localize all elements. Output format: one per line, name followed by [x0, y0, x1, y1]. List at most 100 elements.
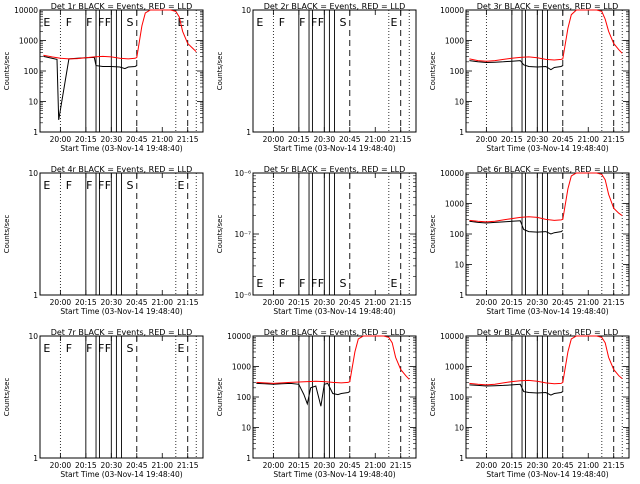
event-marker-e: E — [43, 16, 50, 29]
x-tick-label: 20:00 — [263, 298, 285, 307]
x-tick-label: 20:15 — [288, 298, 310, 307]
y-tick-label: 1 — [33, 454, 38, 463]
y-tick-label: 10 — [28, 169, 38, 178]
y-axis-label: Counts/sec — [216, 378, 224, 417]
x-tick-label: 21:00 — [364, 461, 386, 470]
plot-title: Det 4r BLACK = Events, RED = LLD — [51, 165, 193, 174]
x-tick-label: 20:30 — [314, 461, 336, 470]
event-marker-e: E — [256, 16, 263, 29]
events-series-line — [43, 55, 138, 120]
x-tick-label: 20:15 — [501, 135, 523, 144]
event-marker-e: E — [43, 342, 50, 355]
y-tick-label: 100 — [450, 67, 465, 76]
y-tick-label: 100 — [24, 67, 39, 76]
x-tick-label: 20:00 — [263, 461, 285, 470]
x-tick-label: 20:30 — [527, 135, 549, 144]
x-tick-label: 20:45 — [339, 461, 361, 470]
x-tick-label: 20:00 — [50, 135, 72, 144]
lld-series-line — [256, 335, 410, 384]
y-axis-label: Counts/sec — [216, 215, 224, 254]
x-tick-label: 20:45 — [552, 135, 574, 144]
event-marker-f: F — [105, 179, 111, 192]
detector-plot-6: Det 6r BLACK = Events, RED = LLD 1 10 100 10… — [429, 165, 630, 316]
detector-plot-8: Det 8r BLACK = Events, RED = LLD 1 10 100 10… — [216, 328, 417, 479]
event-marker-e: E — [177, 179, 184, 192]
plot-title: Det 7r BLACK = Events, RED = LLD — [51, 328, 193, 337]
x-tick-label: 21:00 — [577, 298, 599, 307]
event-marker-e: E — [390, 277, 397, 290]
x-axis-label: Start Time (03-Nov-14 19:48:40) — [486, 307, 608, 316]
x-axis-label: Start Time (03-Nov-14 19:48:40) — [273, 144, 395, 153]
y-axis-label: Counts/sec — [429, 52, 437, 91]
events-series-line — [256, 382, 351, 407]
lld-series-line — [469, 172, 623, 223]
x-tick-label: 21:15 — [603, 135, 625, 144]
y-tick-label: 1 — [459, 291, 464, 300]
y-tick-label: 1000 — [232, 363, 251, 372]
lld-series-line — [469, 335, 623, 386]
y-axis-label: Counts/sec — [3, 52, 11, 91]
event-marker-f: F — [98, 179, 104, 192]
detector-plot-2: Det 2r BLACK = Events, RED = LLD 1 10 Count… — [216, 2, 417, 153]
y-tick-label: 10000 — [227, 332, 251, 341]
x-tick-label: 20:15 — [288, 461, 310, 470]
x-tick-label: 20:00 — [50, 298, 72, 307]
x-tick-label: 20:45 — [339, 298, 361, 307]
y-tick-label: 10⁻⁷ — [234, 230, 251, 239]
x-tick-label: 20:00 — [263, 135, 285, 144]
event-marker-s: S — [126, 342, 133, 355]
y-tick-label: 100 — [450, 393, 465, 402]
detector-plot-4: Det 4r BLACK = Events, RED = LLD 1 10 Count… — [3, 165, 204, 316]
y-tick-label: 10 — [28, 98, 38, 107]
plot-title: Det 9r BLACK = Events, RED = LLD — [477, 328, 619, 337]
y-tick-label: 10 — [454, 261, 464, 270]
event-marker-f: F — [299, 16, 305, 29]
y-tick-label: 100 — [450, 230, 465, 239]
x-tick-label: 20:30 — [101, 461, 123, 470]
x-tick-label: 20:15 — [75, 135, 97, 144]
detector-plot-7: Det 7r BLACK = Events, RED = LLD 1 10 Count… — [3, 328, 204, 479]
event-marker-f: F — [86, 16, 92, 29]
y-tick-label: 1 — [246, 454, 251, 463]
detector-plot-3: Det 3r BLACK = Events, RED = LLD 1 10 100 10… — [429, 2, 630, 153]
y-tick-label: 10 — [454, 424, 464, 433]
event-marker-f: F — [279, 277, 285, 290]
x-tick-label: 20:45 — [339, 135, 361, 144]
event-marker-f: F — [311, 277, 317, 290]
event-marker-f: F — [105, 16, 111, 29]
x-tick-label: 20:45 — [552, 461, 574, 470]
x-tick-label: 20:15 — [501, 298, 523, 307]
event-marker-f: F — [66, 342, 72, 355]
y-tick-label: 10 — [454, 98, 464, 107]
event-marker-e: E — [43, 179, 50, 192]
plot-title: Det 6r BLACK = Events, RED = LLD — [477, 165, 619, 174]
y-tick-label: 1 — [33, 128, 38, 137]
y-tick-label: 1000 — [445, 200, 464, 209]
detector-plot-9: Det 9r BLACK = Events, RED = LLD 1 10 100 10… — [429, 328, 630, 479]
x-tick-label: 21:15 — [177, 135, 199, 144]
event-marker-f: F — [299, 277, 305, 290]
event-marker-s: S — [126, 16, 133, 29]
event-marker-f: F — [318, 16, 324, 29]
x-tick-label: 20:30 — [527, 298, 549, 307]
event-marker-f: F — [311, 16, 317, 29]
detector-plot-1: Det 1r BLACK = Events, RED = LLD 1 10 100 10… — [3, 2, 204, 153]
x-tick-label: 21:00 — [151, 135, 173, 144]
event-marker-f: F — [98, 342, 104, 355]
event-marker-f: F — [66, 179, 72, 192]
x-tick-label: 20:30 — [314, 298, 336, 307]
y-axis-label: Counts/sec — [429, 215, 437, 254]
x-tick-label: 20:45 — [552, 298, 574, 307]
y-tick-label: 1000 — [19, 37, 38, 46]
y-tick-label: 10 — [28, 332, 38, 341]
x-tick-label: 20:30 — [527, 461, 549, 470]
plot-title: Det 1r BLACK = Events, RED = LLD — [51, 2, 193, 11]
x-tick-label: 20:00 — [476, 135, 498, 144]
event-marker-e: E — [177, 342, 184, 355]
x-axis-label: Start Time (03-Nov-14 19:48:40) — [60, 144, 182, 153]
plot-title: Det 5r BLACK = Events, RED = LLD — [264, 165, 406, 174]
plot-title: Det 2r BLACK = Events, RED = LLD — [264, 2, 406, 11]
event-marker-f: F — [105, 342, 111, 355]
